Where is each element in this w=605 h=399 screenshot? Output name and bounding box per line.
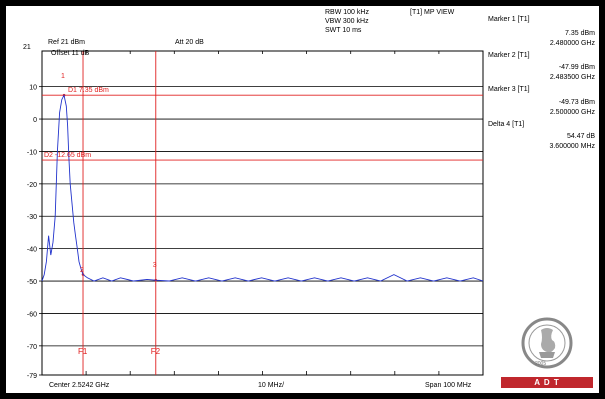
y-tick-label: -79 xyxy=(27,373,37,380)
f2-line-label: F2 xyxy=(150,347,161,356)
ref-level-label: Ref 21 dBm xyxy=(48,39,85,46)
marker-1-title: Marker 1 [T1] xyxy=(488,16,530,23)
vbw-label: VBW 300 kHz xyxy=(325,18,369,25)
offset-label: Offset 11 dB xyxy=(51,50,90,57)
marker-3-freq: 2.500000 GHz xyxy=(549,109,595,116)
y-tick-label: -60 xyxy=(27,311,37,318)
adt-logo: 2005 A D T xyxy=(495,308,599,393)
mode-label: [T1] MP VIEW xyxy=(410,9,455,16)
attenuation-label: Att 20 dB xyxy=(175,39,204,46)
marker-2-freq: 2.483500 GHz xyxy=(549,74,595,81)
plot-grid xyxy=(41,50,484,376)
span-label: Span 100 MHz xyxy=(425,382,472,389)
y-tick-label: 0 xyxy=(33,117,37,124)
reference-lines xyxy=(42,94,483,161)
logo-year: 2005 xyxy=(535,361,547,367)
spectrum-plot: 10 0 -10 -20 -30 -40 -50 -60 -70 -79 xyxy=(27,50,484,380)
delta-4-title: Delta 4 [T1] xyxy=(488,121,525,128)
f1-line-label: F1 xyxy=(78,347,88,356)
rbw-label: RBW 100 kHz xyxy=(325,9,369,16)
swt-label: SWT 10 ms xyxy=(325,27,362,34)
spectrum-trace xyxy=(41,93,484,282)
marker-3-level: -49.73 dBm xyxy=(558,99,595,106)
y-tick-label: -70 xyxy=(27,344,37,351)
y-tick-label: -30 xyxy=(27,214,37,221)
y-tick-label: -10 xyxy=(27,149,37,156)
d2-line-label: D2 -12.65 dBm xyxy=(44,152,92,160)
frequency-division-label: 10 MHz/ xyxy=(258,382,285,389)
adt-logo-bar: A D T xyxy=(501,377,593,388)
spectrum-analyzer-display: RBW 100 kHz VBW 300 kHz SWT 10 ms [T1] M… xyxy=(6,6,599,393)
plot-border xyxy=(41,50,484,376)
y-tick-label: -20 xyxy=(27,182,37,189)
marker-1-freq: 2.480000 GHz xyxy=(549,40,595,47)
marker-1-flag: 1 xyxy=(61,73,65,81)
marker-2-flag: 2 xyxy=(80,266,84,274)
y-tick-label: 10 xyxy=(29,85,37,92)
marker-3-flag: 3 xyxy=(152,262,157,270)
delta-4-level: 54.47 dB xyxy=(566,133,595,140)
marker-2-title: Marker 2 [T1] xyxy=(488,52,530,59)
d1-line-label: D1 7.35 dBm xyxy=(68,87,109,95)
marker-2-level: -47.99 dBm xyxy=(558,64,595,71)
marker-1-level: 7.35 dBm xyxy=(565,30,595,37)
delta-4-freq: 3.600000 MHz xyxy=(549,143,595,150)
top-ref-tick: 21 xyxy=(23,44,31,51)
y-tick-label: -40 xyxy=(27,247,37,254)
center-frequency-label: Center 2.5242 GHz xyxy=(49,382,110,389)
adt-seal-icon xyxy=(521,317,573,369)
marker-3-title: Marker 3 [T1] xyxy=(488,86,530,93)
frequency-lines xyxy=(62,51,158,375)
y-axis: 10 0 -10 -20 -30 -40 -50 -60 -70 -79 xyxy=(27,85,42,380)
y-tick-label: -50 xyxy=(27,279,37,286)
